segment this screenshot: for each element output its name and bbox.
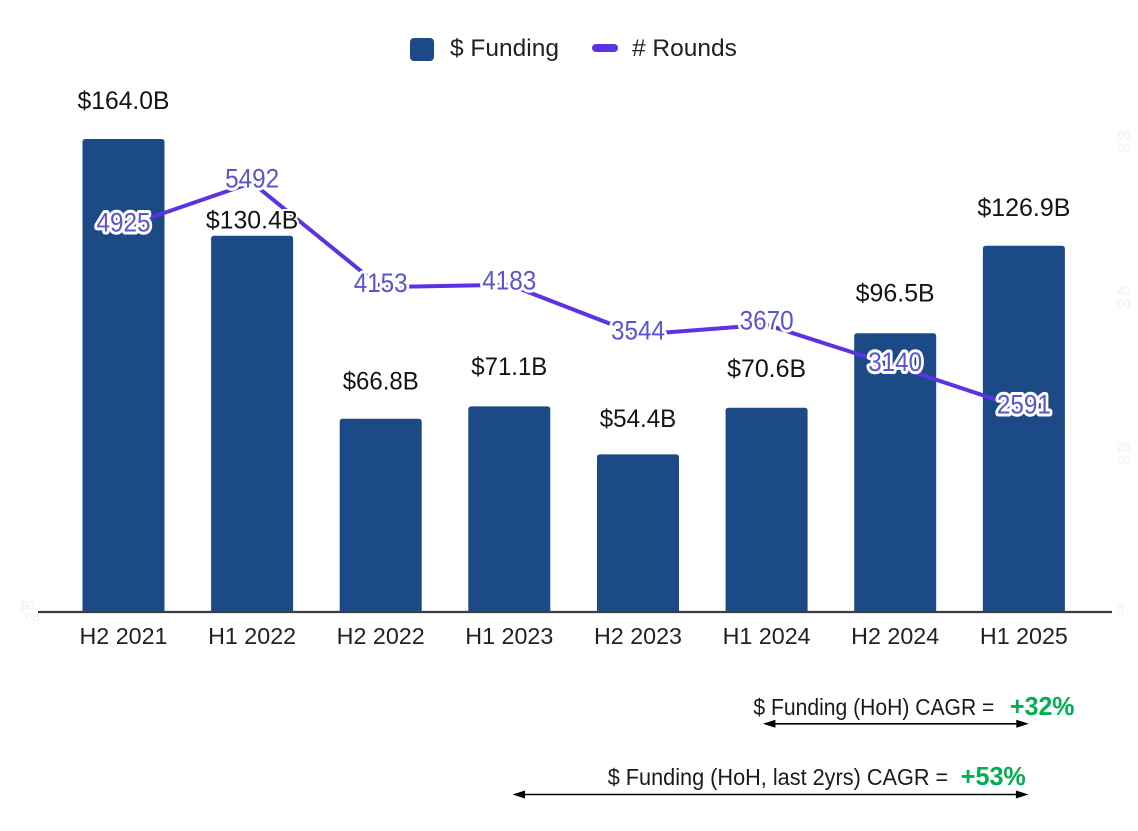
svg-text:2591: 2591 [997, 390, 1051, 420]
svg-text:4183: 4183 [482, 265, 536, 295]
svg-text:$70.6B: $70.6B [727, 356, 806, 383]
svg-text:+53%: +53% [961, 761, 1026, 791]
svg-text:H2 2022: H2 2022 [337, 623, 425, 649]
svg-text:H2 2024: H2 2024 [851, 623, 939, 649]
svg-text:$ Funding: $ Funding [450, 35, 559, 62]
svg-text:3670: 3670 [740, 305, 794, 335]
svg-text:20: 20 [1117, 440, 1131, 454]
svg-text:$ Funding (HoH) CAGR =: $ Funding (HoH) CAGR = [753, 694, 994, 720]
svg-text:00: 00 [1117, 297, 1131, 311]
svg-text:$54.4B: $54.4B [600, 406, 677, 433]
svg-text:H1 2022: H1 2022 [208, 623, 296, 649]
svg-text:H2 2023: H2 2023 [594, 623, 682, 649]
svg-text:$96.5B: $96.5B [856, 281, 935, 308]
svg-text:$71.1B: $71.1B [471, 354, 547, 381]
svg-text:$130.4B: $130.4B [206, 208, 299, 235]
svg-text:4153: 4153 [354, 268, 408, 298]
svg-text:60: 60 [1117, 128, 1131, 142]
svg-text:5492: 5492 [225, 163, 279, 193]
svg-text:H1 2024: H1 2024 [723, 623, 811, 649]
svg-text:+32%: +32% [1010, 691, 1075, 721]
svg-text:$0: $0 [20, 598, 34, 613]
svg-text:40: 40 [1117, 284, 1131, 298]
svg-text:4925: 4925 [97, 208, 151, 238]
svg-text:.0B: .0B [22, 610, 40, 624]
svg-text:0: 0 [1117, 603, 1124, 617]
svg-text:3544: 3544 [611, 315, 665, 345]
svg-text:$164.0B: $164.0B [78, 88, 170, 115]
svg-text:$ Funding (HoH, last 2yrs) CAG: $ Funding (HoH, last 2yrs) CAGR = [608, 764, 949, 790]
svg-text:# Rounds: # Rounds [632, 35, 737, 62]
svg-text:00: 00 [1117, 453, 1131, 467]
svg-text:$126.9B: $126.9B [977, 195, 1070, 222]
svg-text:$66.8B: $66.8B [343, 368, 419, 395]
svg-text:H1 2023: H1 2023 [465, 623, 553, 649]
svg-text:H2 2021: H2 2021 [80, 623, 168, 649]
svg-text:3140: 3140 [868, 347, 922, 377]
svg-text:H1 2025: H1 2025 [980, 623, 1068, 649]
svg-text:00: 00 [1117, 141, 1131, 155]
